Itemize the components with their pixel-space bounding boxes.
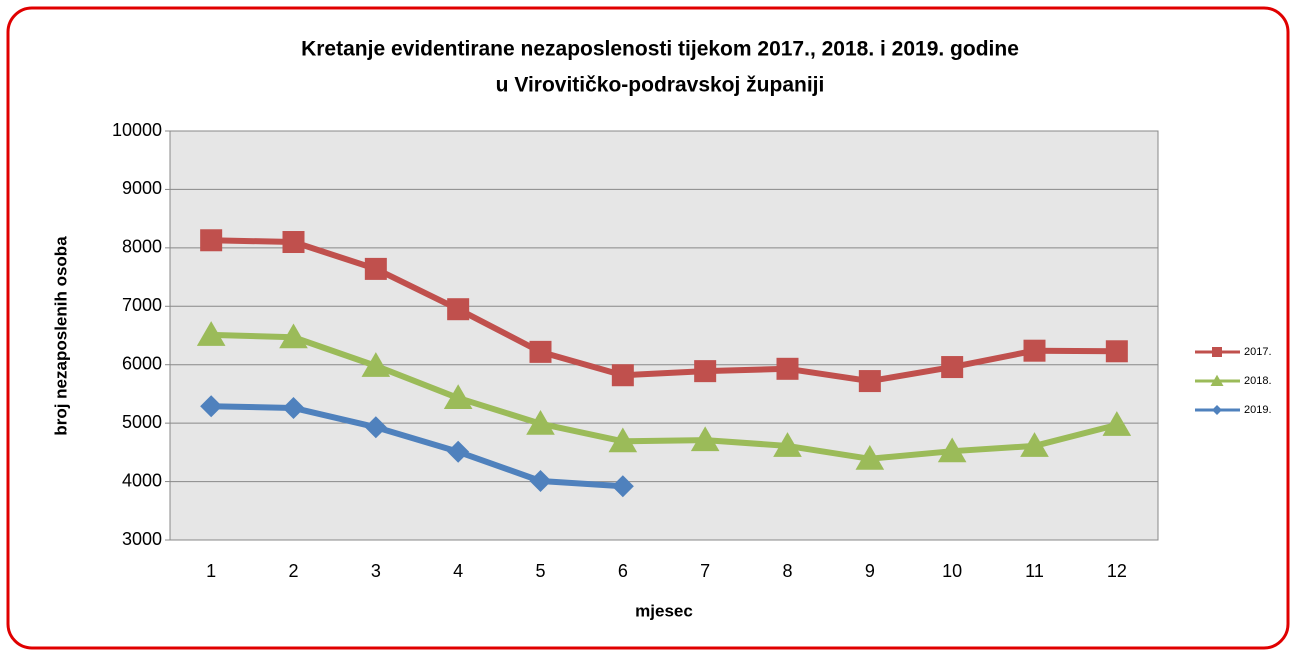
- x-tick-label: 8: [782, 561, 792, 581]
- chart-title: Kretanje evidentirane nezaposlenosti tij…: [301, 38, 1019, 61]
- marker: [1105, 340, 1128, 363]
- marker: [858, 370, 881, 393]
- marker: [364, 416, 387, 439]
- marker: [1020, 432, 1049, 457]
- legend-label: 2018.: [1244, 375, 1272, 387]
- plot-area: [169, 130, 1159, 541]
- marker: [200, 229, 223, 252]
- x-tick-label: 11: [1025, 561, 1044, 581]
- marker: [447, 298, 470, 321]
- marker: [776, 357, 799, 380]
- marker: [1023, 339, 1046, 362]
- marker: [690, 426, 720, 452]
- x-tick-label: 9: [865, 561, 875, 581]
- marker: [773, 432, 802, 457]
- legend-marker: [1212, 347, 1222, 357]
- x-tick-label: 4: [453, 561, 463, 581]
- marker: [526, 409, 555, 435]
- x-tick-label: 3: [371, 561, 381, 581]
- marker: [611, 364, 634, 387]
- marker: [279, 323, 308, 349]
- marker: [941, 356, 964, 379]
- series-line: [211, 331, 1118, 462]
- marker: [529, 340, 552, 363]
- marker: [361, 352, 391, 377]
- x-tick-label: 5: [535, 561, 545, 581]
- marker: [1102, 411, 1132, 436]
- x-tick-label: 1: [206, 561, 216, 581]
- y-axis-label: broj nezaposlenih osoba: [51, 236, 70, 436]
- marker: [937, 437, 967, 463]
- marker: [855, 445, 885, 470]
- x-tick-label: 2: [288, 561, 298, 581]
- marker: [282, 231, 305, 254]
- marker: [196, 321, 226, 346]
- x-axis-label: mjesec: [635, 601, 693, 620]
- y-tick-label: 3000: [122, 529, 162, 549]
- y-tick-label: 7000: [122, 295, 162, 315]
- marker: [447, 440, 470, 463]
- marker: [694, 360, 717, 383]
- marker: [529, 469, 552, 492]
- chart-title: u Virovitičko-podravskoj županiji: [496, 74, 825, 97]
- marker: [364, 257, 387, 280]
- legend-label: 2019.: [1244, 404, 1272, 416]
- y-tick-label: 5000: [122, 412, 162, 432]
- y-tick-label: 6000: [122, 353, 162, 373]
- y-tick-label: 9000: [122, 178, 162, 198]
- y-tick-label: 8000: [122, 237, 162, 257]
- legend-marker: [1210, 374, 1224, 386]
- marker: [608, 427, 638, 453]
- marker: [611, 475, 634, 498]
- legend-label: 2017.: [1244, 346, 1272, 358]
- marker: [282, 396, 305, 419]
- y-tick-label: 10000: [112, 120, 162, 140]
- y-tick-label: 4000: [122, 470, 162, 490]
- x-tick-label: 10: [942, 561, 962, 581]
- marker: [443, 384, 473, 410]
- series-line: [211, 403, 624, 490]
- marker: [200, 395, 223, 418]
- x-tick-label: 12: [1107, 561, 1127, 581]
- x-tick-label: 6: [618, 561, 628, 581]
- x-tick-label: 7: [700, 561, 710, 581]
- series-line: [211, 237, 1117, 385]
- legend-marker: [1212, 405, 1222, 415]
